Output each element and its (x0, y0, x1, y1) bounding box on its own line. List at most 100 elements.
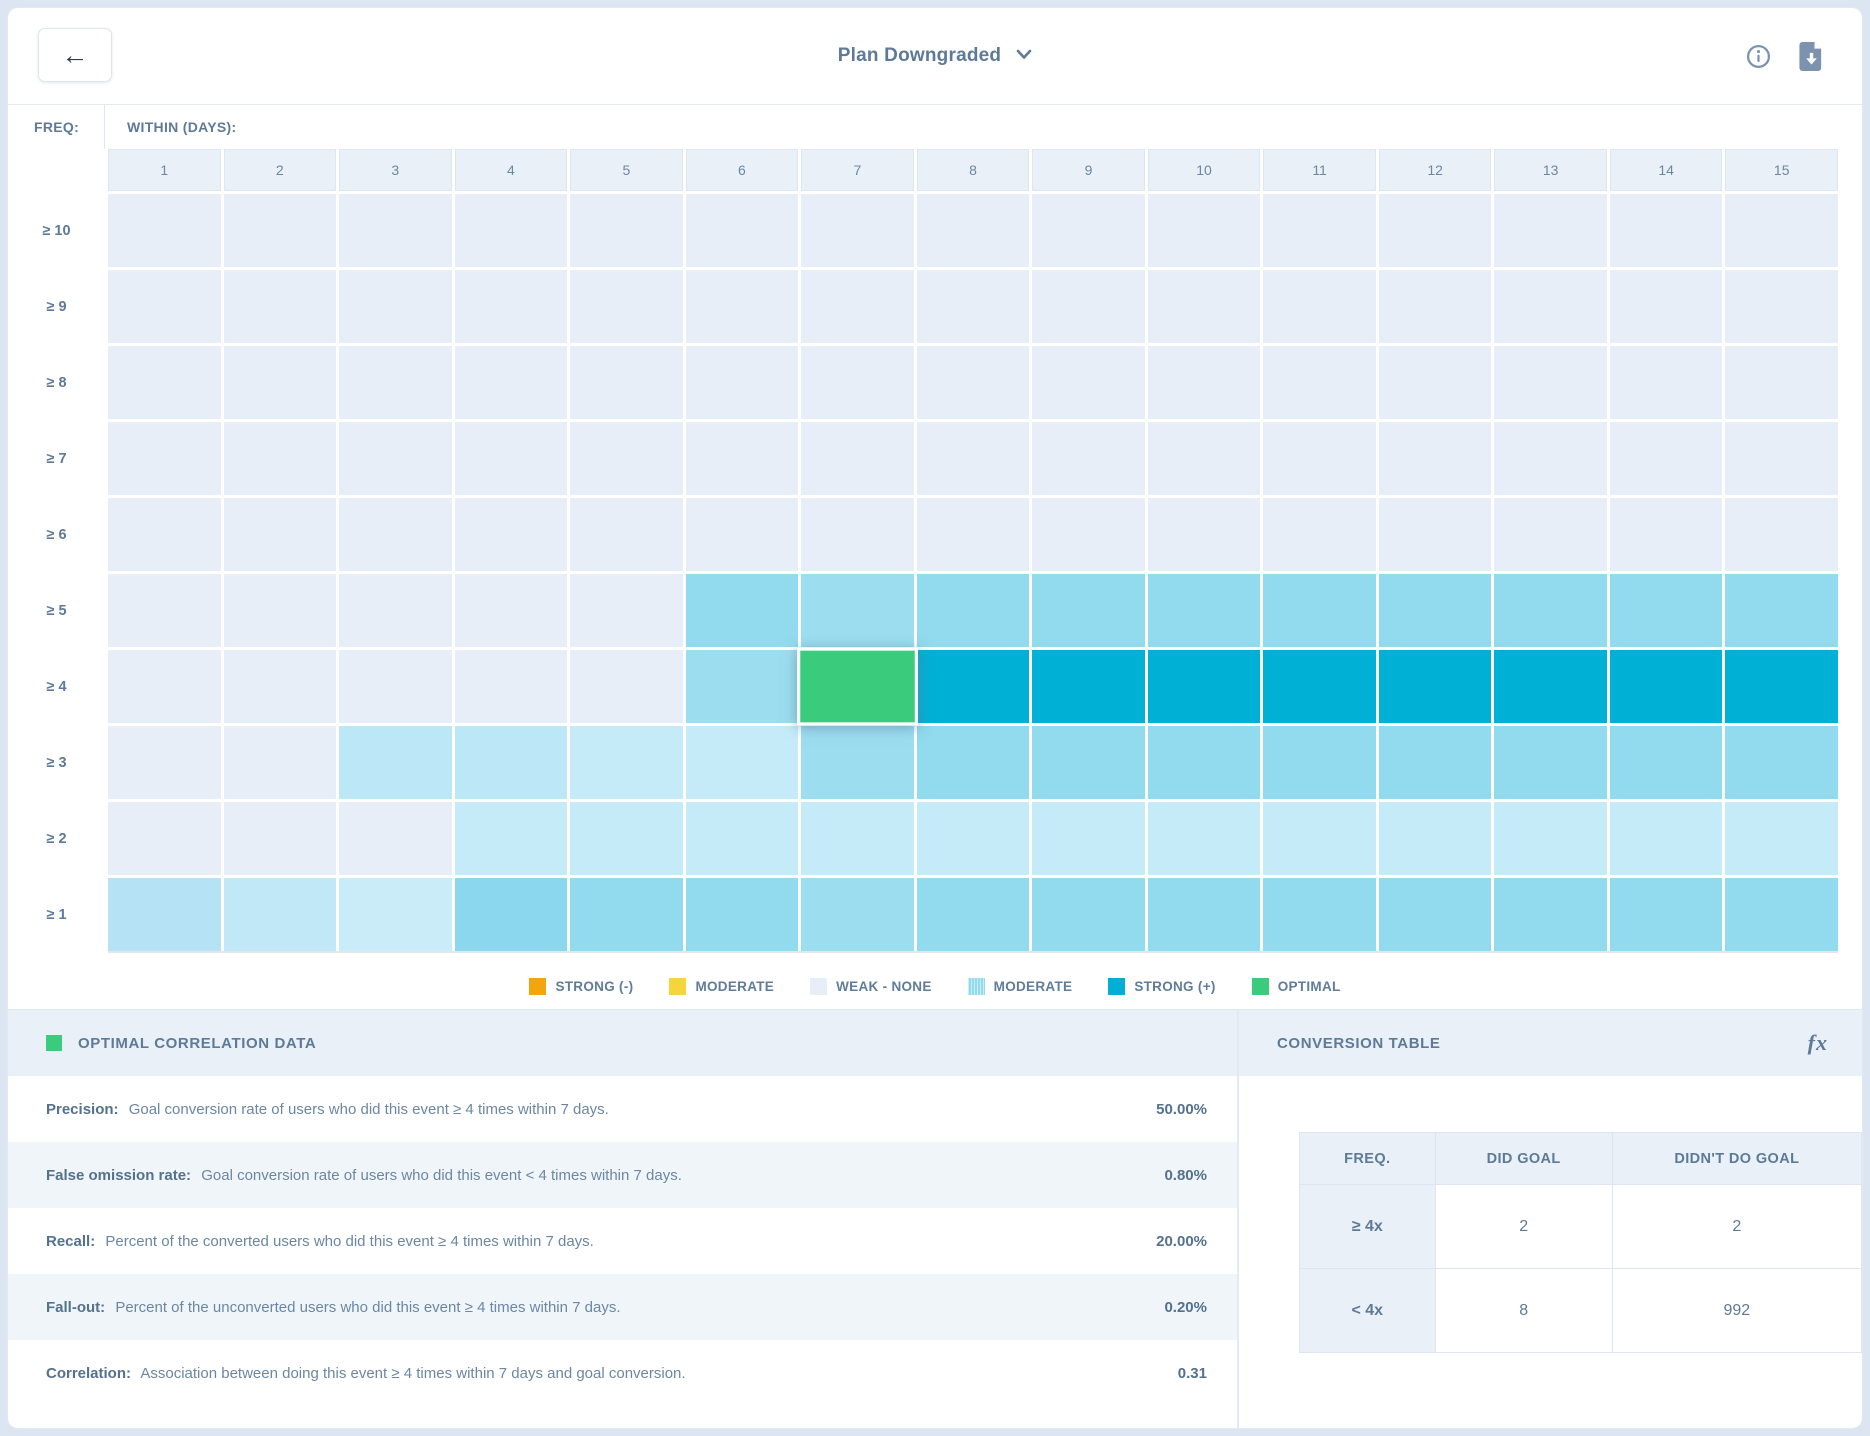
heatmap-cell-r7-c4[interactable] (454, 726, 568, 799)
heatmap-cell-r7-c11[interactable] (1263, 726, 1376, 799)
heatmap-cell-r9-c9[interactable] (1032, 878, 1145, 951)
heatmap-cell-r8-c14[interactable] (1609, 802, 1723, 875)
heatmap-cell-r5-c4[interactable] (454, 574, 568, 647)
heatmap-cell-r2-c13[interactable] (1494, 346, 1607, 419)
heatmap-cell-r5-c1[interactable] (108, 574, 221, 647)
heatmap-cell-r4-c13[interactable] (1494, 498, 1607, 571)
heatmap-cell-r4-c6[interactable] (685, 498, 799, 571)
heatmap-cell-r1-c13[interactable] (1494, 270, 1607, 343)
heatmap-cell-r8-c7[interactable] (801, 802, 914, 875)
heatmap-cell-r3-c7[interactable] (801, 422, 914, 495)
heatmap-cell-r2-c10[interactable] (1147, 346, 1261, 419)
heatmap-cell-r3-c15[interactable] (1725, 422, 1838, 495)
heatmap-cell-r7-c14[interactable] (1609, 726, 1723, 799)
heatmap-cell-r6-c13[interactable] (1494, 650, 1607, 723)
heatmap-cell-r7-c8[interactable] (916, 726, 1030, 799)
heatmap-cell-r0-c1[interactable] (108, 194, 221, 267)
heatmap-cell-r0-c12[interactable] (1378, 194, 1492, 267)
event-selector-dropdown[interactable]: Plan Downgraded (838, 45, 1032, 67)
heatmap-cell-r3-c14[interactable] (1609, 422, 1723, 495)
heatmap-cell-r3-c13[interactable] (1494, 422, 1607, 495)
heatmap-cell-r9-c15[interactable] (1725, 878, 1838, 951)
heatmap-cell-r8-c9[interactable] (1032, 802, 1145, 875)
heatmap-cell-r5-c6[interactable] (685, 574, 799, 647)
heatmap-cell-r5-c13[interactable] (1494, 574, 1607, 647)
heatmap-cell-r7-c10[interactable] (1147, 726, 1261, 799)
heatmap-cell-r1-c12[interactable] (1378, 270, 1492, 343)
heatmap-cell-r6-c2[interactable] (223, 650, 337, 723)
heatmap-cell-r7-c7[interactable] (801, 726, 914, 799)
heatmap-cell-r4-c15[interactable] (1725, 498, 1838, 571)
heatmap-cell-r2-c2[interactable] (223, 346, 337, 419)
heatmap-cell-r0-c3[interactable] (339, 194, 452, 267)
heatmap-cell-r7-c13[interactable] (1494, 726, 1607, 799)
heatmap-cell-r1-c5[interactable] (570, 270, 683, 343)
heatmap-cell-r1-c4[interactable] (454, 270, 568, 343)
heatmap-cell-r9-c6[interactable] (685, 878, 799, 951)
heatmap-cell-r4-c11[interactable] (1263, 498, 1376, 571)
heatmap-cell-r5-c14[interactable] (1609, 574, 1723, 647)
heatmap-cell-r6-c10[interactable] (1147, 650, 1261, 723)
heatmap-cell-r5-c12[interactable] (1378, 574, 1492, 647)
heatmap-cell-r0-c6[interactable] (685, 194, 799, 267)
heatmap-cell-r6-c6[interactable] (685, 650, 799, 723)
heatmap-cell-r2-c12[interactable] (1378, 346, 1492, 419)
heatmap-cell-r9-c13[interactable] (1494, 878, 1607, 951)
heatmap-cell-r1-c8[interactable] (916, 270, 1030, 343)
heatmap-cell-r5-c11[interactable] (1263, 574, 1376, 647)
heatmap-cell-r7-c9[interactable] (1032, 726, 1145, 799)
back-button[interactable]: ← (38, 28, 112, 82)
heatmap-cell-r1-c7[interactable] (801, 270, 914, 343)
heatmap-cell-r4-c3[interactable] (339, 498, 452, 571)
heatmap-cell-r0-c2[interactable] (223, 194, 337, 267)
heatmap-cell-r2-c5[interactable] (570, 346, 683, 419)
heatmap-cell-r0-c8[interactable] (916, 194, 1030, 267)
heatmap-cell-r3-c4[interactable] (454, 422, 568, 495)
heatmap-cell-r1-c15[interactable] (1725, 270, 1838, 343)
heatmap-cell-r9-c14[interactable] (1609, 878, 1723, 951)
heatmap-cell-r5-c3[interactable] (339, 574, 452, 647)
heatmap-cell-r7-c12[interactable] (1378, 726, 1492, 799)
heatmap-cell-r8-c3[interactable] (339, 802, 452, 875)
heatmap-cell-r7-c5[interactable] (570, 726, 683, 799)
heatmap-cell-r5-c2[interactable] (223, 574, 337, 647)
heatmap-cell-r3-c9[interactable] (1032, 422, 1145, 495)
heatmap-cell-r1-c6[interactable] (685, 270, 799, 343)
heatmap-cell-r1-c2[interactable] (223, 270, 337, 343)
heatmap-cell-r4-c12[interactable] (1378, 498, 1492, 571)
info-icon[interactable] (1746, 44, 1771, 69)
heatmap-cell-r5-c8[interactable] (916, 574, 1030, 647)
heatmap-cell-r0-c13[interactable] (1494, 194, 1607, 267)
heatmap-cell-r8-c13[interactable] (1494, 802, 1607, 875)
heatmap-cell-r0-c10[interactable] (1147, 194, 1261, 267)
heatmap-cell-r7-c1[interactable] (108, 726, 221, 799)
heatmap-cell-r1-c3[interactable] (339, 270, 452, 343)
heatmap-cell-r3-c3[interactable] (339, 422, 452, 495)
heatmap-cell-r6-c15[interactable] (1725, 650, 1838, 723)
heatmap-cell-r1-c11[interactable] (1263, 270, 1376, 343)
heatmap-cell-r1-c10[interactable] (1147, 270, 1261, 343)
heatmap-cell-r6-c11[interactable] (1263, 650, 1376, 723)
heatmap-cell-r4-c10[interactable] (1147, 498, 1261, 571)
heatmap-cell-r9-c7[interactable] (801, 878, 914, 951)
heatmap-cell-r6-c8[interactable] (916, 650, 1030, 723)
heatmap-cell-r2-c14[interactable] (1609, 346, 1723, 419)
heatmap-cell-r7-c2[interactable] (223, 726, 337, 799)
heatmap-cell-r3-c12[interactable] (1378, 422, 1492, 495)
heatmap-cell-r4-c5[interactable] (570, 498, 683, 571)
heatmap-cell-r3-c6[interactable] (685, 422, 799, 495)
heatmap-cell-r7-c6[interactable] (685, 726, 799, 799)
heatmap-cell-r5-c5[interactable] (570, 574, 683, 647)
heatmap-cell-r2-c8[interactable] (916, 346, 1030, 419)
heatmap-cell-r3-c11[interactable] (1263, 422, 1376, 495)
heatmap-cell-r2-c11[interactable] (1263, 346, 1376, 419)
heatmap-cell-r8-c6[interactable] (685, 802, 799, 875)
heatmap-cell-r1-c14[interactable] (1609, 270, 1723, 343)
heatmap-cell-r3-c1[interactable] (108, 422, 221, 495)
heatmap-cell-r9-c3[interactable] (339, 878, 452, 951)
heatmap-cell-r2-c7[interactable] (801, 346, 914, 419)
download-icon[interactable] (1799, 41, 1824, 71)
heatmap-cell-r5-c10[interactable] (1147, 574, 1261, 647)
heatmap-cell-r1-c9[interactable] (1032, 270, 1145, 343)
heatmap-cell-r2-c3[interactable] (339, 346, 452, 419)
